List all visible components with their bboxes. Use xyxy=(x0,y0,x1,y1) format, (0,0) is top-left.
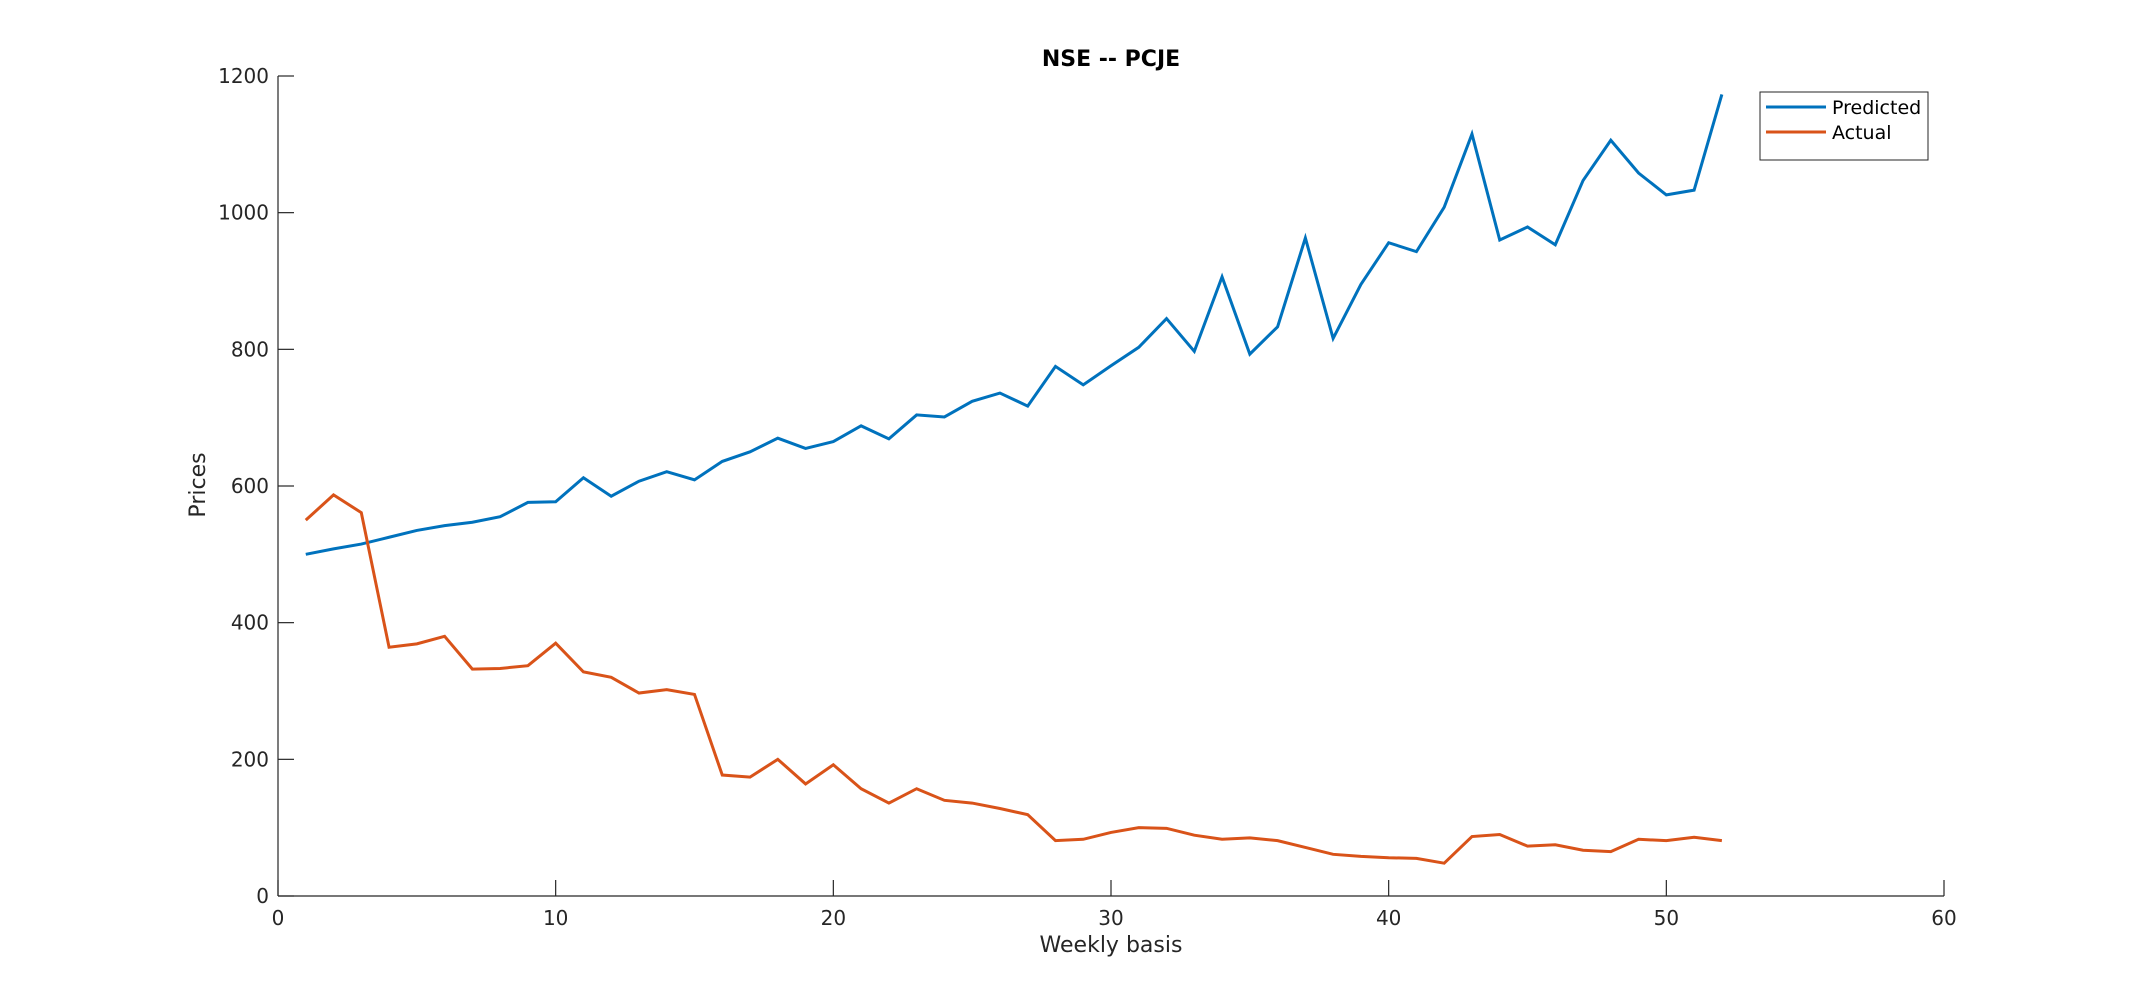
x-tick-label: 40 xyxy=(1376,906,1401,930)
chart-title: NSE -- PCJE xyxy=(1042,47,1180,72)
x-tick-label: 10 xyxy=(543,906,568,930)
series-line-predicted xyxy=(305,94,1724,556)
y-axis-label: Prices xyxy=(186,452,211,517)
x-tick-label: 30 xyxy=(1098,906,1123,930)
y-tick-label: 400 xyxy=(231,611,269,635)
y-tick-label: 0 xyxy=(256,884,269,908)
x-axis-label: Weekly basis xyxy=(1040,933,1183,958)
y-tick-label: 1200 xyxy=(218,64,269,88)
y-tick-label: 800 xyxy=(231,337,269,361)
x-tick-label: 50 xyxy=(1654,906,1679,930)
legend-box xyxy=(1759,91,1929,161)
series-lines xyxy=(304,94,1724,865)
x-tick-label: 20 xyxy=(821,906,846,930)
legend-label-predicted: Predicted xyxy=(1832,97,1921,119)
x-tick-label: 0 xyxy=(272,906,285,930)
x-tick-label: 60 xyxy=(1931,906,1956,930)
y-tick-label: 1000 xyxy=(218,201,269,225)
legend: Predicted Actual xyxy=(1759,91,1929,161)
legend-label-actual: Actual xyxy=(1832,122,1892,144)
y-tick-label: 600 xyxy=(231,474,269,498)
series-line-actual xyxy=(304,492,1723,865)
y-tick-label: 200 xyxy=(231,747,269,771)
